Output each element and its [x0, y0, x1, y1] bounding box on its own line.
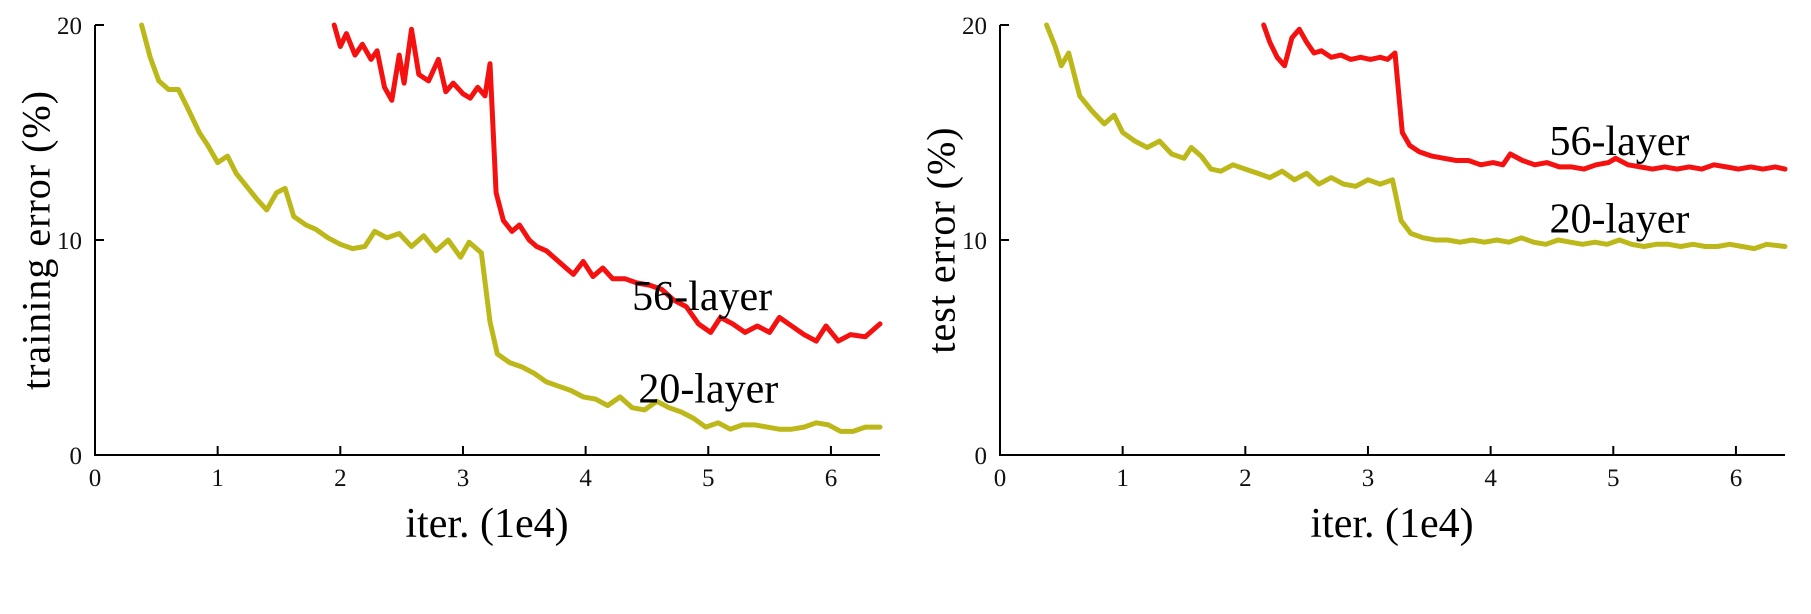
training-y-axis-label: training error (%) — [13, 89, 59, 391]
x-tick-label: 5 — [702, 465, 715, 492]
y-tick-label: 0 — [975, 443, 988, 470]
x-tick-label: 1 — [1116, 465, 1129, 492]
series-line-20-layer — [1044, 22, 1788, 252]
test-error-plot: 0 1 2 3 4 5 6 0 10 20 20-layer 56-layer — [962, 13, 1788, 492]
x-tick-label: 0 — [89, 465, 102, 492]
y-tick-label: 10 — [57, 228, 82, 255]
y-tick-label: 0 — [70, 443, 83, 470]
x-tick-label: 1 — [211, 465, 224, 492]
series-line-56-layer — [331, 22, 883, 344]
series-annotation-56-layer: 56-layer — [632, 274, 772, 320]
x-tick-label: 0 — [994, 465, 1007, 492]
series-annotation-20-layer: 20-layer — [1549, 197, 1689, 243]
series-line-20-layer — [139, 22, 883, 434]
x-tick-label: 3 — [457, 465, 470, 492]
x-tick-label: 6 — [1730, 465, 1743, 492]
training-error-plot: 0 1 2 3 4 5 6 0 10 20 20-layer 56-layer — [57, 13, 883, 492]
y-tick-label: 20 — [57, 13, 82, 40]
test-error-chart: 0 1 2 3 4 5 6 0 10 20 20-layer 56-layer test error … — [905, 0, 1810, 614]
x-tick-label: 2 — [1239, 465, 1252, 492]
x-tick-label: 3 — [1362, 465, 1375, 492]
training-x-axis-label: iter. (1e4) — [405, 501, 569, 547]
x-tick-label: 4 — [579, 465, 592, 492]
x-tick-label: 5 — [1607, 465, 1620, 492]
y-tick-label: 10 — [962, 228, 987, 255]
series-line-56-layer — [1261, 22, 1788, 172]
series-annotation-56-layer: 56-layer — [1549, 119, 1689, 165]
x-tick-label: 2 — [334, 465, 347, 492]
y-tick-label: 20 — [962, 13, 987, 40]
training-error-chart: 0 1 2 3 4 5 6 0 10 20 20-layer 56-layer training er… — [0, 0, 905, 614]
series-annotation-20-layer: 20-layer — [638, 366, 778, 412]
test-x-axis-label: iter. (1e4) — [1310, 501, 1474, 547]
x-tick-label: 6 — [825, 465, 838, 492]
x-tick-label: 4 — [1484, 465, 1497, 492]
test-y-axis-label: test error (%) — [918, 126, 964, 354]
